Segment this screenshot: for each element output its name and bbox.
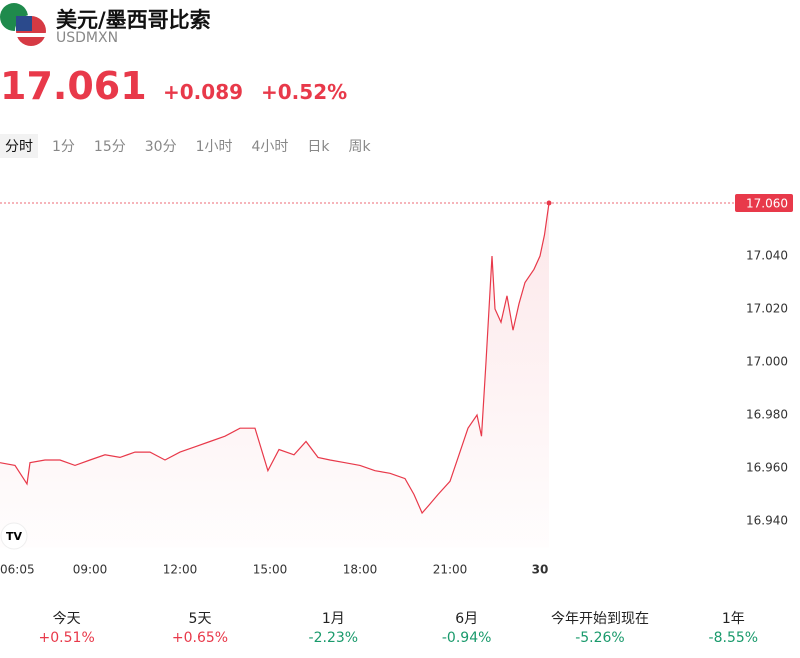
period-name: 1年 xyxy=(721,611,745,627)
period: 1年 -8.55% xyxy=(667,610,800,648)
price: 17.061 xyxy=(0,64,147,108)
title: 美元/墨西哥比索 xyxy=(56,8,211,32)
period: 今天 +0.51% xyxy=(0,610,133,648)
tab[interactable]: 1分 xyxy=(52,139,75,155)
y-tick-label: 16.960 xyxy=(746,461,788,475)
period-change: -2.23% xyxy=(308,630,359,646)
period: 5天 +0.65% xyxy=(133,610,266,648)
period-change: +0.51% xyxy=(38,630,95,646)
x-tick-label: 30 xyxy=(532,563,549,577)
tab[interactable]: 4小时 xyxy=(251,139,289,155)
svg-text:TV: TV xyxy=(6,530,23,543)
tab[interactable]: 分时 xyxy=(0,134,38,158)
price-line-series xyxy=(0,202,550,515)
x-tick-label: 15:00 xyxy=(253,563,288,577)
period: 今年开始到现在 -5.26% xyxy=(533,610,666,648)
period-name: 5天 xyxy=(188,611,212,627)
period-change: -5.26% xyxy=(575,630,625,646)
area xyxy=(0,203,549,548)
x-tick-label: 12:00 xyxy=(163,563,198,577)
tab[interactable]: 日k xyxy=(307,139,330,155)
price-tag xyxy=(735,194,793,212)
price-tag-label: 17.060 xyxy=(746,197,788,211)
x-tick-label: 09:00 xyxy=(73,563,108,577)
y-tick-label: 16.980 xyxy=(746,408,788,422)
x-tick-label: 06:05 xyxy=(0,563,35,577)
y-tick-label: 17.040 xyxy=(746,249,788,263)
periods: 今天 +0.51% 5天 +0.65% 1月 -2.23% 6月 -0.94% 今年开始到现在 -… xyxy=(0,610,800,648)
symbol: USDMXN xyxy=(56,30,119,46)
tv-logo: TV xyxy=(0,522,28,550)
period: 6月 -0.94% xyxy=(400,610,533,648)
flags xyxy=(0,3,47,47)
chart: 16.940 16.960 16.980 17.000 17.020 17.040 06:0… xyxy=(0,194,793,577)
y-tick-label: 16.940 xyxy=(746,514,788,528)
tab[interactable]: 15分 xyxy=(93,139,126,155)
change: +0.089 xyxy=(163,80,244,104)
period-change: -0.94% xyxy=(441,630,492,646)
period-name: 今天 xyxy=(52,611,81,627)
stripe xyxy=(16,33,46,37)
period-change: -8.55% xyxy=(708,630,759,646)
period: 1月 -2.23% xyxy=(267,610,400,648)
tabs: 分时 1分 15分 30分 1小时 4小时 日k 周k xyxy=(0,134,385,158)
period-name: 6月 xyxy=(455,611,479,627)
canton xyxy=(16,16,32,31)
tab[interactable]: 30分 xyxy=(144,139,177,155)
y-tick-label: 17.020 xyxy=(746,302,788,316)
tab[interactable]: 周k xyxy=(348,139,371,155)
period-name: 1月 xyxy=(321,611,345,627)
tab[interactable]: 1小时 xyxy=(195,139,233,155)
change-pct: +0.52% xyxy=(261,80,348,104)
y-tick-label: 17.000 xyxy=(746,355,788,369)
x-tick-label: 21:00 xyxy=(433,563,468,577)
period-change: +0.65% xyxy=(171,630,229,646)
x-tick-label: 18:00 xyxy=(343,563,378,577)
period-name: 今年开始到现在 xyxy=(550,611,649,627)
